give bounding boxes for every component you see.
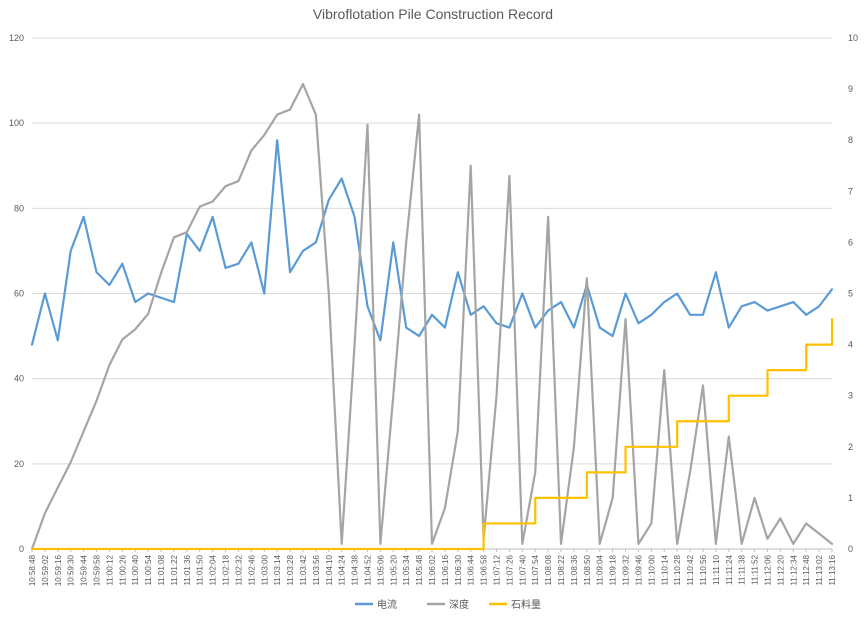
y-right-tick-label: 7	[848, 186, 853, 196]
x-tick-label: 11:01:08	[157, 554, 166, 585]
x-tick-label: 11:02:18	[222, 554, 231, 585]
y-axis-left: 0 20 40 60 80 100 120	[9, 33, 24, 554]
x-tick-label: 11:03:00	[260, 554, 269, 585]
x-tick-label: 10:59:58	[93, 554, 102, 586]
y-right-tick-label: 9	[848, 84, 853, 94]
x-tick-label: 11:06:44	[467, 554, 476, 585]
y-right-tick-label: 1	[848, 493, 853, 503]
y-right-tick-label: 4	[848, 340, 853, 350]
x-tick-label: 11:10:28	[673, 554, 682, 585]
y-right-tick-label: 3	[848, 391, 853, 401]
y-right-tick-label: 0	[848, 544, 853, 554]
series-line-0	[30, 139, 834, 346]
y-right-tick-label: 10	[848, 33, 858, 43]
x-tick-label: 10:59:02	[41, 554, 50, 586]
x-tick-label: 10:59:30	[67, 554, 76, 586]
x-tick-label: 11:06:02	[428, 554, 437, 585]
x-tick-label: 11:02:32	[234, 554, 243, 585]
x-tick-label: 11:05:20	[389, 554, 398, 585]
x-tick-label: 11:08:08	[544, 554, 553, 585]
y-right-tick-label: 5	[848, 289, 853, 299]
x-tick-label: 11:00:12	[105, 554, 114, 585]
x-tick-label: 11:10:56	[699, 554, 708, 585]
x-tick-label: 11:06:30	[454, 554, 463, 585]
x-tick-label: 11:07:54	[531, 554, 540, 585]
x-tick-label: 11:09:04	[596, 554, 605, 585]
x-tick-label: 11:12:48	[802, 554, 811, 585]
legend-label: 石料量	[511, 598, 541, 611]
x-tick-label: 10:59:16	[54, 554, 63, 586]
x-tick-label: 11:03:14	[273, 554, 282, 585]
x-tick-label: 11:05:34	[402, 554, 411, 585]
x-tick-label: 11:04:38	[351, 554, 360, 585]
x-tick-label: 11:10:00	[647, 554, 656, 585]
y-right-tick-label: 2	[848, 442, 853, 452]
x-tick-label: 11:05:48	[415, 554, 424, 585]
y-left-tick-label: 120	[9, 33, 24, 43]
x-tick-label: 11:07:40	[518, 554, 527, 585]
legend-label: 深度	[449, 598, 469, 611]
x-tick-label: 11:11:24	[725, 554, 734, 585]
x-tick-label: 11:10:42	[686, 554, 695, 585]
x-tick-label: 11:13:02	[815, 554, 824, 585]
x-tick-label: 11:11:10	[712, 554, 721, 585]
x-tick-label: 11:04:52	[363, 554, 372, 585]
x-tick-label: 11:06:58	[480, 554, 489, 585]
x-tick-label: 11:08:22	[557, 554, 566, 585]
y-left-tick-label: 0	[19, 544, 24, 554]
x-tick-label: 10:58:48	[28, 554, 37, 586]
series-lines	[30, 82, 834, 551]
x-tick-label: 11:12:20	[776, 554, 785, 585]
x-tick-label: 11:12:06	[763, 554, 772, 585]
legend-label: 电流	[377, 598, 397, 611]
x-tick-label: 11:11:52	[751, 554, 760, 585]
x-tick-label: 11:01:36	[183, 554, 192, 585]
x-tick-label: 11:05:06	[376, 554, 385, 585]
series-line-2	[30, 317, 834, 551]
y-axis-right: 0 1 2 3 4 5 6 7 8 9 10	[848, 33, 858, 554]
x-tick-label: 11:08:50	[583, 554, 592, 585]
series-line-1	[30, 82, 834, 551]
x-tick-label: 11:07:26	[505, 554, 514, 585]
x-tick-label: 11:10:14	[660, 554, 669, 585]
x-tick-label: 11:12:34	[789, 554, 798, 585]
x-tick-label: 11:13:16	[828, 554, 837, 585]
x-tick-label: 11:11:38	[738, 554, 747, 585]
legend: 电流 深度 石料量	[355, 598, 541, 611]
y-left-tick-label: 60	[14, 289, 24, 299]
x-tick-label: 11:04:24	[338, 554, 347, 585]
x-tick-label: 11:02:46	[247, 554, 256, 585]
y-left-tick-label: 40	[14, 374, 24, 384]
x-tick-label: 11:07:12	[493, 554, 502, 585]
y-left-tick-label: 80	[14, 203, 24, 213]
x-tick-label: 11:02:04	[209, 554, 218, 585]
x-tick-label: 11:01:50	[196, 554, 205, 585]
gridlines	[32, 37, 832, 550]
x-tick-label: 11:06:16	[441, 554, 450, 585]
y-right-tick-label: 8	[848, 135, 853, 145]
x-tick-label: 11:03:28	[286, 554, 295, 585]
chart-title: Vibroflotation Pile Construction Record	[312, 6, 554, 22]
x-tick-label: 11:00:40	[131, 554, 140, 585]
x-tick-label: 11:08:36	[570, 554, 579, 585]
x-tick-label: 10:59:44	[80, 554, 89, 586]
x-tick-label: 11:03:42	[299, 554, 308, 585]
x-tick-label: 11:09:46	[634, 554, 643, 585]
y-left-tick-label: 100	[9, 118, 24, 128]
x-tick-label: 11:09:32	[622, 554, 631, 585]
x-tick-label: 11:03:56	[312, 554, 321, 585]
x-tick-label: 11:01:22	[170, 554, 179, 585]
x-tick-label: 11:00:54	[144, 554, 153, 585]
y-left-tick-label: 20	[14, 459, 24, 469]
x-axis: 10:58:48 10:59:02 10:59:16 10:59:30 10:59:44…	[28, 549, 837, 586]
y-right-tick-label: 6	[848, 237, 853, 247]
x-tick-label: 11:04:10	[325, 554, 334, 585]
x-tick-label: 11:00:26	[118, 554, 127, 585]
x-tick-label: 11:09:18	[609, 554, 618, 585]
